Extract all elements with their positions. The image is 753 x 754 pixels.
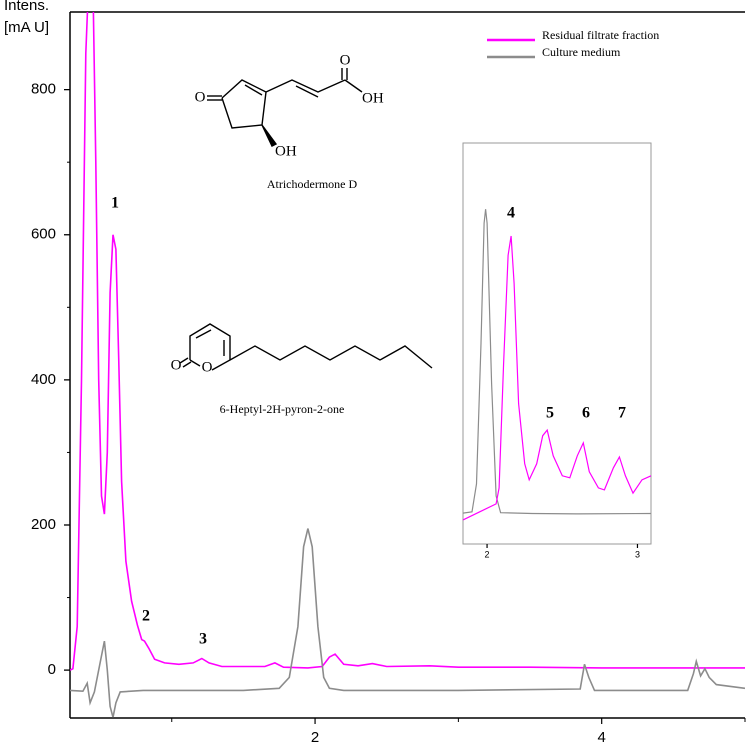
peak-label: 1 [111, 195, 119, 212]
inset-plot: 2 3 4 5 6 7 [462, 142, 652, 559]
atom-label: O [340, 52, 351, 68]
peak-label: 2 [142, 608, 150, 625]
atom-label: O [202, 359, 213, 375]
x-tick-label: 2 [311, 729, 319, 746]
series-line [463, 235, 651, 521]
legend-label: Culture medium [542, 45, 621, 59]
structure-atrichodermone [207, 68, 363, 147]
y-tick-label: 600 [31, 226, 56, 243]
peak-label: 3 [199, 631, 207, 648]
atom-label: O [195, 89, 206, 105]
inset-frame [462, 142, 652, 545]
y-axis-label: Intens. [4, 0, 49, 14]
y-tick-label: 800 [31, 81, 56, 98]
structure-pyranone [179, 323, 433, 371]
y-tick-label: 400 [31, 371, 56, 388]
y-tick-label: 200 [31, 516, 56, 533]
series-line [463, 209, 651, 515]
x-tick-label: 3 [635, 549, 640, 559]
series-line [70, 12, 745, 671]
series-line [70, 528, 745, 718]
y-axis-label: [mA U] [4, 19, 49, 36]
atom-label: O [171, 357, 182, 373]
peak-label: 4 [507, 205, 515, 222]
structure-name: Atrichodermone D [267, 177, 358, 191]
main-plot: 0 200 400 600 800 2 4 Intens. [mA U] Residual fil… [4, 0, 746, 746]
y-tick-label: 0 [48, 661, 56, 678]
peak-label: 7 [618, 405, 626, 422]
x-tick-label: 4 [598, 729, 606, 746]
peak-label: 5 [546, 405, 554, 422]
atom-label: OH [362, 90, 384, 106]
atom-label: OH [275, 143, 297, 159]
peak-label: 6 [582, 405, 590, 422]
x-tick-label: 2 [485, 549, 490, 559]
legend-label: Residual filtrate fraction [542, 28, 659, 42]
structure-name: 6-Heptyl-2H-pyron-2-one [220, 402, 345, 416]
